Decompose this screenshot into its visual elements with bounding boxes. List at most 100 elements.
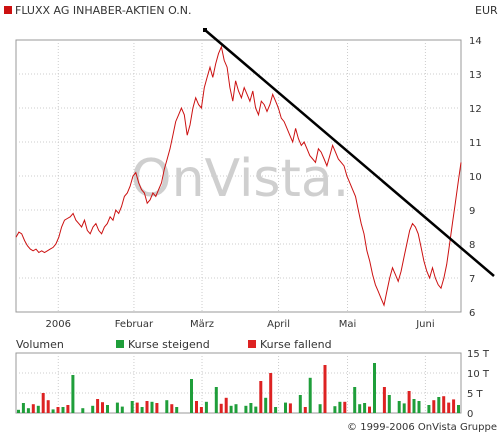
volume-bar-up: [387, 395, 391, 413]
volume-bar-down: [135, 402, 139, 413]
volume-bar-up: [264, 397, 268, 413]
volume-bar-up: [140, 407, 144, 413]
volume-bar-down: [323, 365, 327, 413]
volume-y-tick-label: 0: [467, 409, 473, 420]
price-series-line: [15, 45, 462, 307]
volume-bar-down: [46, 400, 50, 413]
volume-bar-down: [269, 373, 273, 413]
volume-bar-up: [51, 409, 55, 413]
volume-bar-up: [175, 407, 179, 413]
legend-up-label: Kurse steigend: [128, 338, 210, 351]
volume-bar-down: [432, 400, 436, 413]
volume-bar-down: [343, 401, 347, 413]
volume-bar-down: [31, 404, 35, 413]
volume-bar-down: [96, 399, 100, 413]
volume-bar-up: [26, 408, 30, 413]
price-x-tick-label: April: [267, 319, 290, 330]
legend-down-label: Kurse fallend: [260, 338, 332, 351]
price-x-axis: 2006 Februar März April Mai Juni: [46, 319, 435, 330]
volume-bar-up: [190, 379, 193, 413]
price-x-tick-label: März: [190, 319, 214, 330]
volume-bar-up: [71, 375, 75, 413]
volume-bars: [17, 363, 460, 413]
volume-bar-up: [249, 403, 253, 413]
volume-bar-down: [382, 387, 386, 413]
volume-bar-up: [234, 404, 238, 413]
price-y-tick-label: 9: [469, 206, 475, 217]
volume-bar-down: [442, 396, 446, 413]
volume-bar-down: [170, 404, 174, 413]
volume-bar-down: [368, 406, 371, 413]
volume-bar-up: [284, 402, 287, 413]
volume-panel: 0 5 T 10 T 15 T: [15, 349, 490, 420]
legend-up-swatch: [116, 340, 124, 348]
price-grid: [16, 40, 461, 312]
volume-bar-up: [61, 407, 65, 413]
copyright: © 1999-2006 OnVista Gruppe: [347, 422, 497, 433]
volume-bar-up: [298, 395, 302, 413]
volume-bar-up: [338, 401, 342, 413]
volume-bar-up: [373, 363, 376, 413]
volume-bar-up: [333, 406, 337, 413]
price-y-tick-label: 10: [469, 172, 482, 183]
volume-bar-down: [155, 403, 159, 413]
price-y-tick-label: 6: [469, 308, 475, 319]
volume-bar-up: [402, 403, 406, 413]
volume-bar-up: [353, 387, 357, 413]
price-y-tick-label: 14: [469, 36, 482, 47]
volume-y-tick-label: 5 T: [467, 389, 484, 400]
volume-bar-up: [165, 400, 169, 413]
volume-bar-up: [274, 407, 278, 413]
price-x-tick-label: Mai: [339, 319, 357, 330]
volume-bar-up: [457, 405, 460, 413]
volume-bar-up: [115, 402, 119, 413]
volume-bar-up: [417, 401, 421, 413]
volume-bar-down: [66, 405, 70, 413]
volume-bar-up: [437, 397, 441, 413]
price-x-tick-label: 2006: [46, 319, 71, 330]
volume-bar-up: [150, 401, 154, 413]
volume-bar-down: [452, 399, 456, 413]
volume-bar-up: [358, 404, 362, 413]
volume-bar-down: [145, 401, 149, 413]
trend-line: [204, 29, 495, 277]
volume-title: Volumen: [16, 338, 64, 351]
volume-bar-down: [56, 407, 60, 413]
volume-bar-down: [288, 403, 292, 413]
currency-label: EUR: [475, 4, 498, 17]
volume-bar-up: [254, 406, 258, 413]
volume-bar-down: [407, 391, 411, 413]
volume-bar-up: [363, 403, 367, 413]
volume-bar-up: [308, 377, 312, 413]
volume-bar-up: [412, 399, 416, 413]
volume-bar-up: [229, 405, 233, 413]
volume-bar-up: [17, 409, 20, 413]
volume-bar-up: [91, 405, 95, 413]
volume-y-tick-label: 10 T: [467, 369, 490, 380]
volume-bar-up: [36, 405, 40, 413]
volume-grid: [16, 353, 461, 413]
volume-bar-up: [81, 408, 85, 413]
volume-bar-down: [101, 402, 104, 413]
volume-bar-up: [318, 404, 322, 413]
price-y-tick-label: 7: [469, 274, 475, 285]
volume-bar-up: [244, 405, 248, 413]
trend-line-start-marker: [203, 28, 207, 32]
volume-bar-down: [219, 403, 223, 413]
volume-bar-up: [397, 401, 401, 413]
price-y-tick-label: 8: [469, 240, 475, 251]
volume-bar-down: [199, 407, 203, 413]
volume-bar-up: [21, 403, 25, 413]
volume-plot-area: [15, 352, 462, 414]
volume-bar-down: [259, 381, 263, 413]
price-y-tick-label: 12: [469, 104, 482, 115]
volume-y-tick-label: 15 T: [467, 349, 490, 360]
volume-bar-up: [130, 401, 134, 413]
price-y-tick-label: 13: [469, 70, 482, 81]
price-y-tick-label: 11: [469, 138, 482, 149]
header-legend-swatch: [4, 6, 12, 14]
volume-bar-down: [224, 397, 228, 413]
